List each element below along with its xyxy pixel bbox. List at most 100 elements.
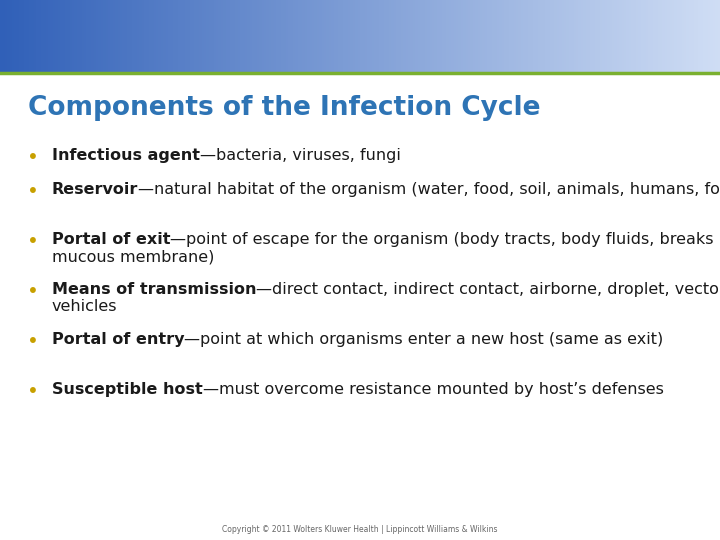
Bar	[343, 0, 346, 73]
Bar	[466, 0, 469, 73]
Bar	[22, 0, 25, 73]
Bar	[142, 0, 145, 73]
Text: —direct contact, indirect contact, airborne, droplet, vector,: —direct contact, indirect contact, airbo…	[256, 282, 720, 297]
Bar	[461, 0, 464, 73]
Bar	[360, 0, 364, 73]
Bar	[158, 0, 162, 73]
Bar	[77, 0, 80, 73]
Text: Portal of exit: Portal of exit	[52, 232, 171, 247]
Bar	[312, 0, 315, 73]
Bar	[245, 0, 248, 73]
Bar	[711, 0, 714, 73]
Bar	[542, 0, 546, 73]
Bar	[590, 0, 594, 73]
Bar	[585, 0, 589, 73]
Bar	[372, 0, 375, 73]
Bar	[593, 0, 596, 73]
Bar	[99, 0, 102, 73]
Bar	[115, 0, 119, 73]
Bar	[86, 0, 90, 73]
Bar	[74, 0, 78, 73]
Bar	[696, 0, 699, 73]
Bar	[482, 0, 486, 73]
Bar	[274, 0, 277, 73]
Bar	[502, 0, 505, 73]
Bar	[355, 0, 359, 73]
Bar	[43, 0, 47, 73]
Bar	[185, 0, 188, 73]
Bar	[14, 0, 18, 73]
Text: Reservoir: Reservoir	[52, 182, 138, 197]
Bar	[713, 0, 716, 73]
Bar	[463, 0, 467, 73]
Bar	[492, 0, 495, 73]
Bar	[564, 0, 567, 73]
Bar	[672, 0, 675, 73]
Bar	[113, 0, 116, 73]
Bar	[67, 0, 71, 73]
Bar	[497, 0, 500, 73]
Bar	[250, 0, 253, 73]
Bar	[511, 0, 515, 73]
Bar	[487, 0, 490, 73]
Bar	[490, 0, 493, 73]
Bar	[432, 0, 436, 73]
Bar	[549, 0, 553, 73]
Bar	[369, 0, 373, 73]
Bar	[29, 0, 32, 73]
Bar	[153, 0, 157, 73]
Bar	[173, 0, 176, 73]
Bar	[655, 0, 659, 73]
Bar	[79, 0, 83, 73]
Bar	[718, 0, 720, 73]
Bar	[562, 0, 565, 73]
Bar	[156, 0, 159, 73]
Bar	[631, 0, 634, 73]
Bar	[434, 0, 438, 73]
Bar	[610, 0, 613, 73]
Bar	[197, 0, 200, 73]
Bar	[533, 0, 536, 73]
Bar	[691, 0, 695, 73]
Bar	[125, 0, 128, 73]
Bar	[252, 0, 256, 73]
Bar	[189, 0, 193, 73]
Bar	[499, 0, 503, 73]
Bar	[279, 0, 282, 73]
Bar	[621, 0, 625, 73]
Bar	[706, 0, 709, 73]
Bar	[127, 0, 130, 73]
Bar	[423, 0, 426, 73]
Bar	[552, 0, 555, 73]
Bar	[396, 0, 400, 73]
Bar	[91, 0, 94, 73]
Text: Copyright © 2011 Wolters Kluwer Health | Lippincott Williams & Wilkins: Copyright © 2011 Wolters Kluwer Health |…	[222, 525, 498, 534]
Bar	[130, 0, 133, 73]
Bar	[55, 0, 58, 73]
Bar	[473, 0, 476, 73]
Bar	[199, 0, 202, 73]
Bar	[192, 0, 195, 73]
Bar	[96, 0, 99, 73]
Bar	[310, 0, 313, 73]
Bar	[230, 0, 234, 73]
Bar	[209, 0, 212, 73]
Bar	[180, 0, 184, 73]
Bar	[182, 0, 186, 73]
Bar	[617, 0, 620, 73]
Bar	[53, 0, 56, 73]
Bar	[526, 0, 529, 73]
Bar	[387, 0, 390, 73]
Bar	[413, 0, 416, 73]
Bar	[675, 0, 678, 73]
Bar	[149, 0, 152, 73]
Bar	[588, 0, 591, 73]
Bar	[187, 0, 191, 73]
Bar	[72, 0, 76, 73]
Bar	[425, 0, 428, 73]
Bar	[48, 0, 51, 73]
Bar	[240, 0, 243, 73]
Bar	[670, 0, 673, 73]
Bar	[693, 0, 697, 73]
Bar	[384, 0, 387, 73]
